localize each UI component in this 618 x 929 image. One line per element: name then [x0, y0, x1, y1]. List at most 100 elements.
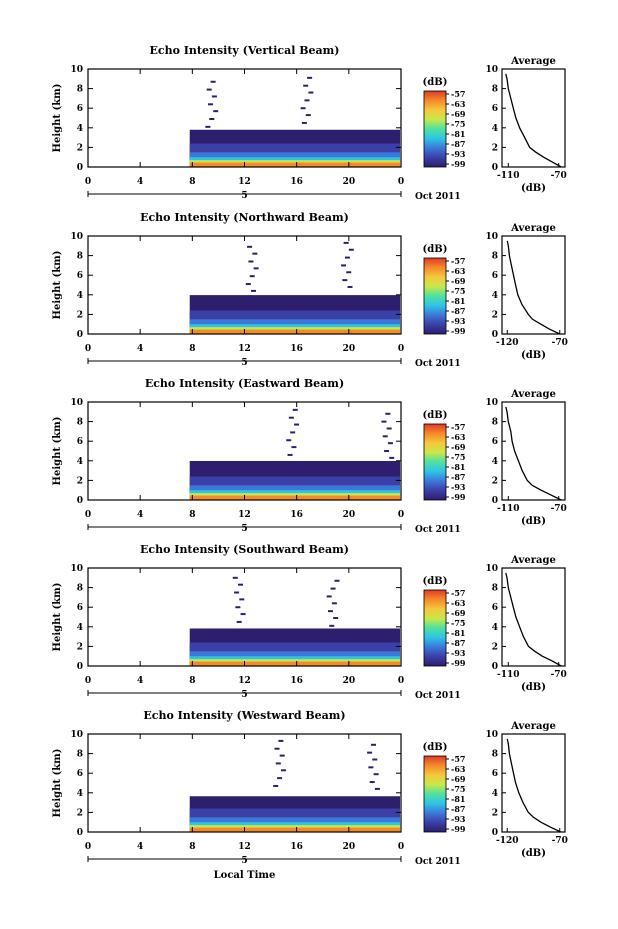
day-bar-marker: 5 — [241, 690, 247, 700]
profile-title: Average — [510, 389, 556, 400]
x-tick-label: 20 — [343, 676, 356, 686]
heatmap-speck — [301, 121, 307, 124]
profile-title: Average — [510, 721, 556, 732]
colorbar-tick-label: -87 — [451, 804, 465, 814]
profile-x-tick-label: -70 — [551, 670, 567, 680]
profile-x-label: (dB) — [521, 350, 546, 361]
heatmap-speck — [373, 773, 379, 776]
colorbar-tick-label: -99 — [451, 492, 466, 502]
heatmap-layer — [189, 329, 400, 334]
profile-x-tick-label: -110 — [497, 171, 520, 181]
heatmap-speck — [234, 591, 240, 594]
heatmap-speck — [342, 279, 348, 282]
profile-x-label: (dB) — [521, 183, 546, 194]
x-tick-label: 16 — [290, 842, 303, 852]
y-tick-label: 2 — [77, 310, 83, 320]
profile-title: Average — [510, 56, 556, 67]
profile-y-tick-label: 8 — [492, 418, 498, 428]
profile-y-tick-label: 4 — [492, 124, 498, 134]
y-axis-label: Height (km) — [52, 417, 63, 486]
profile-y-tick-label: 10 — [485, 232, 498, 242]
colorbar-tick-label: -81 — [451, 129, 465, 139]
profile-x-tick-label: -120 — [496, 836, 519, 846]
colorbar — [423, 423, 447, 501]
profile-line — [506, 738, 562, 833]
y-tick-label: 0 — [77, 662, 83, 672]
heatmap-speck — [206, 88, 212, 91]
heatmap-speck — [278, 739, 284, 742]
colorbar-tick-label: -57 — [451, 256, 465, 266]
colorbar-tick-label: -57 — [451, 754, 465, 764]
heatmap-speck — [327, 610, 333, 613]
profile-y-tick-label: 8 — [492, 252, 498, 262]
heatmap-speck — [374, 787, 380, 790]
colorbar-tick-label: -93 — [451, 482, 466, 492]
heatmap-speck — [292, 408, 298, 411]
x-tick-label: 0 — [85, 344, 91, 354]
heatmap-speck — [385, 412, 391, 415]
profile-y-tick-label: 0 — [492, 828, 498, 838]
heatmap-speck — [277, 777, 283, 780]
x-tick-label: 4 — [137, 842, 143, 852]
colorbar-tick-label: -99 — [451, 326, 466, 336]
x-tick-label: 20 — [343, 842, 356, 852]
date-label: Oct 2011 — [415, 525, 461, 535]
x-tick-label: 20 — [343, 344, 356, 354]
y-tick-label: 4 — [77, 291, 83, 301]
x-tick-label: 4 — [137, 676, 143, 686]
x-tick-label: 20 — [343, 177, 356, 187]
x-tick-label: 0 — [398, 177, 404, 187]
profile-frame — [501, 733, 566, 833]
heatmap-speck — [341, 264, 347, 267]
heatmap-speck — [275, 762, 281, 765]
heatmap-speck — [371, 743, 377, 746]
profile-y-tick-label: 0 — [492, 330, 498, 340]
panel-5: Echo Intensity (Westward Beam)0 4 8 12 16 20 0… — [52, 709, 568, 867]
profile-x-tick-label: -70 — [551, 171, 567, 181]
colorbar-unit: (dB) — [423, 410, 448, 421]
colorbar-tick-label: -63 — [451, 764, 466, 774]
y-tick-label: 6 — [77, 769, 83, 779]
x-tick-label: 0 — [398, 842, 404, 852]
colorbar-tick-label: -69 — [451, 608, 466, 618]
y-tick-label: 10 — [70, 730, 83, 740]
heatmap-speck — [291, 446, 297, 449]
colorbar-tick-label: -87 — [451, 638, 465, 648]
profile-title: Average — [510, 555, 556, 566]
x-tick-label: 12 — [238, 344, 251, 354]
heatmap-speck — [387, 442, 393, 445]
profile-y-tick-label: 2 — [492, 476, 498, 486]
y-tick-label: 2 — [77, 808, 83, 818]
panel-title: Echo Intensity (Eastward Beam) — [145, 377, 344, 390]
x-tick-label: 20 — [343, 510, 356, 520]
profile-line — [505, 572, 562, 667]
heatmap-speck — [274, 747, 280, 750]
profile-y-tick-label: 8 — [492, 85, 498, 95]
heatmap-speck — [286, 439, 292, 442]
y-axis-label: Height (km) — [52, 583, 63, 652]
day-bar-marker: 5 — [241, 358, 247, 368]
profile-line — [505, 406, 562, 501]
heatmap-speck — [331, 602, 337, 605]
heatmap-speck — [300, 107, 306, 110]
heatmap-layer — [189, 162, 400, 167]
colorbar-tick-label: -63 — [451, 432, 466, 442]
heatmap-layer — [189, 495, 400, 500]
heatmap-speck — [273, 784, 279, 787]
colorbar-tick-label: -57 — [451, 588, 465, 598]
colorbar — [423, 90, 447, 168]
y-tick-label: 0 — [77, 828, 83, 838]
x-tick-label: 16 — [290, 676, 303, 686]
heatmap-speck — [372, 758, 378, 761]
profile-y-tick-label: 6 — [492, 104, 498, 114]
heatmap-speck — [348, 248, 354, 251]
y-tick-label: 8 — [77, 418, 83, 428]
profile-x-tick-label: -120 — [496, 338, 519, 348]
heatmap-speck — [347, 285, 353, 288]
colorbar-tick-label: -99 — [451, 658, 466, 668]
heatmap-speck — [294, 423, 300, 426]
y-tick-label: 4 — [77, 124, 83, 134]
profile-y-tick-label: 10 — [485, 65, 498, 75]
colorbar-tick-label: -75 — [451, 452, 465, 462]
